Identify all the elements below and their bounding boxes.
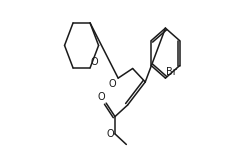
Text: Br: Br <box>166 67 177 77</box>
Text: O: O <box>98 92 105 102</box>
Text: O: O <box>91 57 99 67</box>
Text: O: O <box>107 129 114 139</box>
Text: O: O <box>109 79 117 89</box>
